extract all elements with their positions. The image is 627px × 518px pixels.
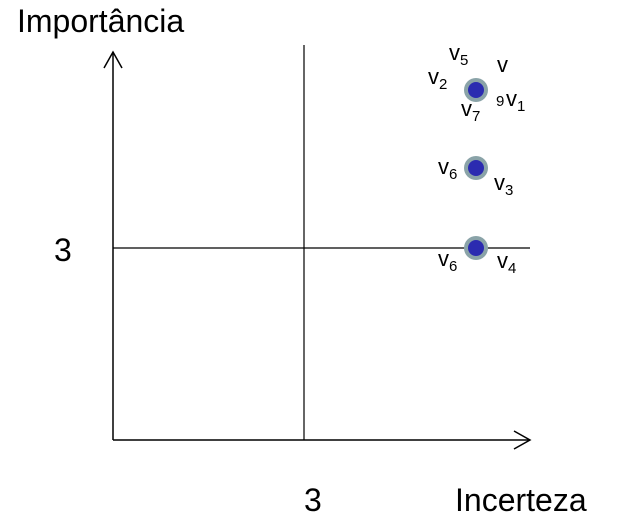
point-dot	[468, 160, 484, 176]
y-axis-title: Importância	[17, 3, 185, 39]
point-dot	[468, 82, 484, 98]
x-threshold-label: 3	[304, 482, 322, 518]
x-axis-arrowhead	[513, 430, 532, 450]
y-threshold-label: 3	[54, 232, 72, 268]
point-cluster-2	[464, 156, 488, 180]
variable-label: v5	[449, 40, 469, 69]
variable-label: v3	[494, 170, 514, 199]
point-cluster-3	[464, 236, 488, 260]
variable-label: v1	[506, 86, 526, 115]
point-dot	[468, 240, 484, 256]
x-axis-title: Incerteza	[455, 482, 587, 518]
variable-label: v4	[497, 248, 517, 277]
point-cluster-1	[464, 78, 488, 102]
variable-label-fragment: 9	[496, 93, 505, 110]
variable-label: v7	[461, 96, 481, 125]
variable-label: v2	[428, 64, 448, 93]
y-axis-arrowhead	[103, 50, 123, 69]
variable-label: v6	[438, 154, 458, 183]
variable-label: v6	[438, 246, 458, 275]
variable-label: v	[497, 52, 508, 77]
